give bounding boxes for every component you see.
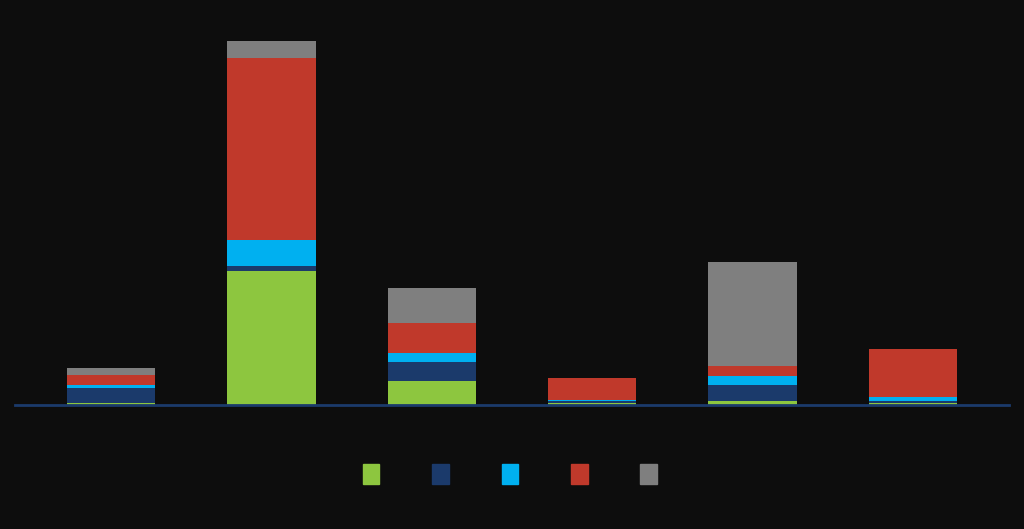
- Bar: [227, 240, 315, 266]
- Bar: [227, 58, 315, 240]
- Bar: [548, 400, 636, 403]
- Bar: [709, 366, 797, 376]
- Bar: [227, 266, 315, 271]
- Bar: [709, 400, 797, 405]
- Bar: [868, 350, 956, 397]
- Bar: [227, 41, 315, 58]
- Bar: [868, 397, 956, 402]
- Bar: [68, 388, 156, 403]
- Bar: [388, 381, 476, 405]
- Bar: [388, 288, 476, 323]
- Legend: , , , , : , , , ,: [362, 464, 662, 484]
- Bar: [868, 403, 956, 405]
- Bar: [709, 376, 797, 385]
- Bar: [548, 378, 636, 400]
- Bar: [548, 403, 636, 405]
- Bar: [68, 368, 156, 375]
- Bar: [388, 323, 476, 353]
- Bar: [227, 271, 315, 405]
- Bar: [68, 375, 156, 385]
- Bar: [388, 353, 476, 361]
- Bar: [68, 403, 156, 405]
- Bar: [709, 262, 797, 366]
- Bar: [68, 385, 156, 388]
- Bar: [709, 385, 797, 400]
- Bar: [868, 402, 956, 403]
- Bar: [388, 361, 476, 381]
